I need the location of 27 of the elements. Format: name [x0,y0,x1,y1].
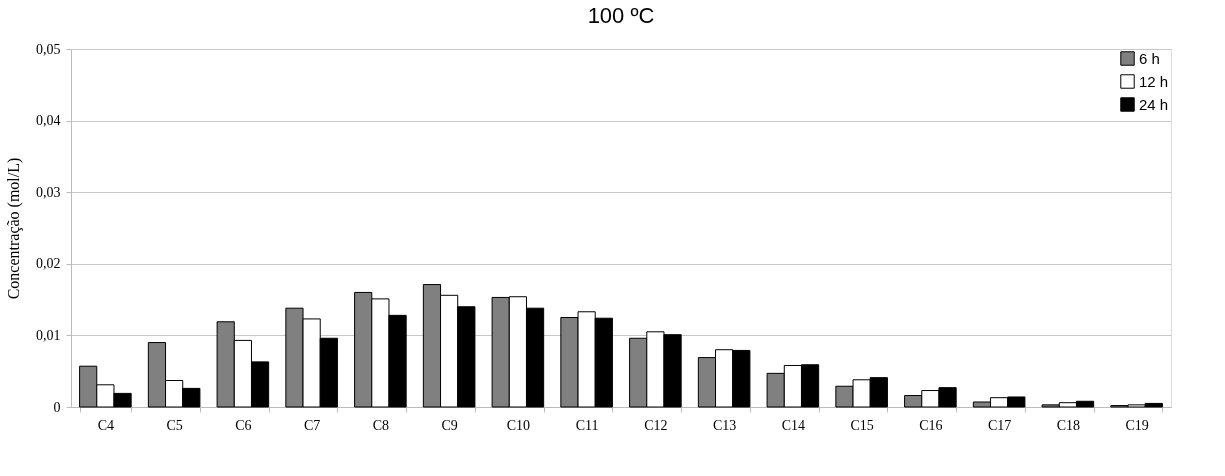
y-tick-label: 0,02 [36,256,61,272]
y-tick-label: 0,04 [36,113,61,129]
x-tick-label: C10 [506,417,531,433]
x-tick-label: C14 [781,417,806,433]
x-tick-label: C18 [1056,417,1081,433]
x-tick-label: C17 [987,417,1012,433]
x-tick-label: C5 [166,417,183,433]
x-tick-label: C16 [919,417,943,433]
legend-label: 24 h [1139,95,1169,113]
y-axis-title: Concentração (mol/L) [5,157,23,300]
y-tick-label: 0,05 [36,41,61,57]
x-tick-label: C11 [575,417,599,433]
x-tick-label: C12 [644,417,668,433]
x-tick-label: C15 [850,417,874,433]
x-tick-label: C7 [303,417,321,433]
y-tick-label: 0,01 [36,327,61,343]
x-tick-label: C13 [712,417,737,433]
x-tick-label: C19 [1125,417,1149,433]
x-tick-label: C6 [235,417,252,433]
x-tick-label: C9 [441,417,458,433]
legend-label: 6 h [1139,49,1160,67]
y-tick-label: 0 [53,399,61,415]
chart-title: 100 ºC [587,3,655,28]
x-tick-label: C8 [372,417,390,433]
y-tick-label: 0,03 [36,184,61,200]
legend-label: 12 h [1139,72,1169,90]
x-tick-label: C4 [97,417,115,433]
